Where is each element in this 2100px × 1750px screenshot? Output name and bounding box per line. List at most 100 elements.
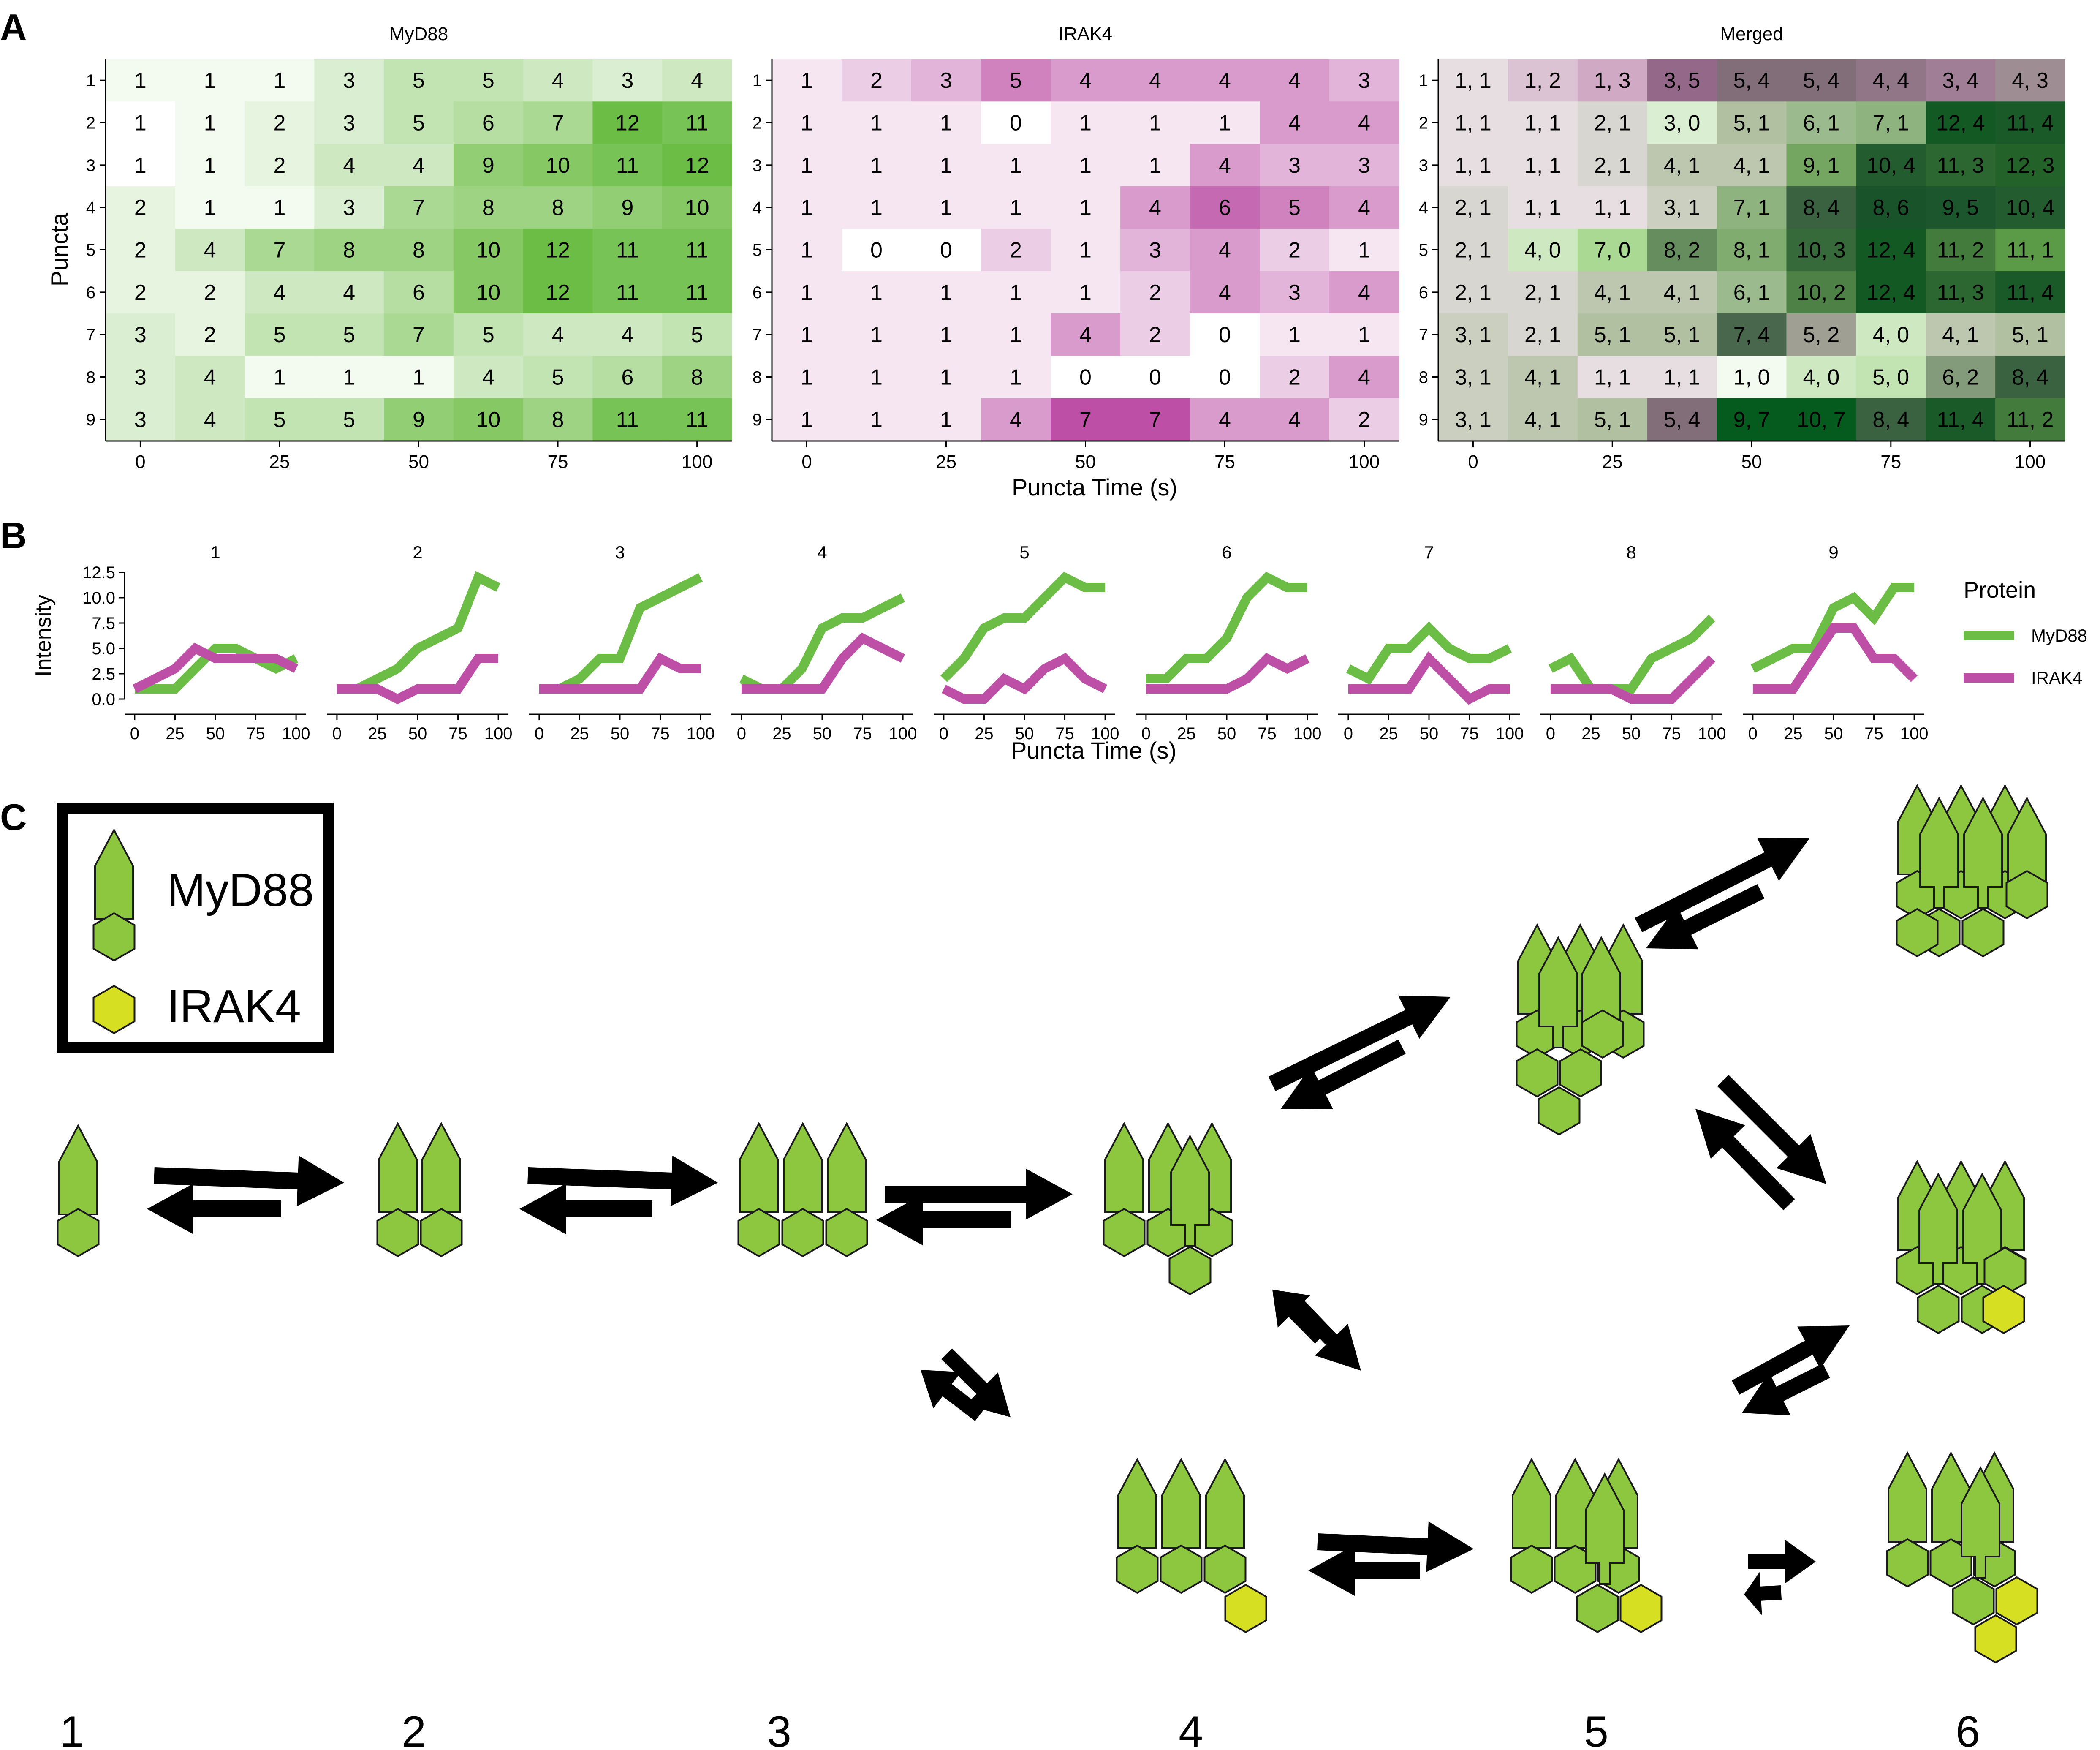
heatmap-cell-label: 8 xyxy=(691,365,703,390)
heatmap-cell xyxy=(314,271,384,314)
heatmap-cell-label: 4 xyxy=(482,365,494,390)
heatmap-cell xyxy=(662,398,732,441)
heatmap-cell-label: 5 xyxy=(273,408,285,432)
x-tick-label: 50 xyxy=(1217,724,1236,743)
heatmap-cell xyxy=(1926,398,1996,441)
heatmap-cell xyxy=(1190,313,1260,356)
heatmap-cell-label: 2, 1 xyxy=(1594,111,1631,136)
heatmap-cell xyxy=(1717,271,1787,314)
scheme-legend-label: MyD88 xyxy=(167,864,314,916)
heatmap-cell xyxy=(981,229,1051,272)
heatmap-cell xyxy=(175,271,245,314)
x-tick-label: 75 xyxy=(1864,724,1883,743)
heatmap-cell xyxy=(314,144,384,187)
heatmap-cell xyxy=(1438,101,1508,144)
myd88-tir-hexagon xyxy=(1160,1544,1203,1594)
heatmap-cell-label: 4 xyxy=(1358,111,1370,136)
heatmap-cell-label: 1 xyxy=(870,280,883,305)
heatmap-cell-label: 1 xyxy=(1079,238,1092,263)
heatmap-cell-label: 11, 2 xyxy=(1937,238,1984,263)
heatmap-cell xyxy=(592,101,663,144)
x-tick-label: 50 xyxy=(1420,724,1439,743)
heatmap-cell xyxy=(1995,229,2065,272)
reverse-arrow xyxy=(519,1184,652,1234)
x-tick-label: 75 xyxy=(1214,452,1235,472)
heatmap-cell xyxy=(1577,186,1648,229)
state-c5-top xyxy=(1516,923,1645,1136)
heatmap-cell xyxy=(772,313,842,356)
myd88-tir-hexagon xyxy=(1961,908,2005,958)
heatmap-cell-label: 4 xyxy=(1079,68,1092,93)
equilibrium-arrows xyxy=(147,1155,344,1234)
series-line-myd88 xyxy=(1548,615,1715,694)
reverse-arrow xyxy=(1742,1364,1830,1415)
irak4-hexagon xyxy=(1619,1584,1663,1633)
y-tick-label: 6 xyxy=(1419,283,1428,302)
reverse-arrow xyxy=(1695,1109,1795,1211)
y-tick-label: 0.0 xyxy=(92,690,115,709)
x-tick-label: 0 xyxy=(332,724,342,743)
heatmap-cell xyxy=(1329,59,1399,102)
heatmap-cell-label: 2, 1 xyxy=(1594,153,1631,178)
x-tick-label: 75 xyxy=(651,724,670,743)
heatmap-cell-label: 1 xyxy=(801,365,813,390)
x-tick-label: 25 xyxy=(269,452,290,472)
heatmap-cell xyxy=(1647,356,1717,399)
heatmap-cell-label: 1, 3 xyxy=(1594,68,1631,93)
heatmap-cell xyxy=(106,313,176,356)
heatmap-cell xyxy=(1190,186,1260,229)
x-tick-label: 50 xyxy=(408,724,427,743)
heatmap-cell xyxy=(1647,101,1717,144)
heatmap-cell-label: 1 xyxy=(134,153,147,178)
heatmap-cell xyxy=(245,398,315,441)
line-y-axis: 0.0 2.5 5.0 7.5 10.0 12.5 xyxy=(82,563,125,709)
x-tick-label: 100 xyxy=(687,724,715,743)
heatmap-cell-label: 5 xyxy=(1288,196,1301,220)
heatmap-cell xyxy=(106,144,176,187)
heatmap-cell-label: 5 xyxy=(482,323,494,347)
heatmap-cell xyxy=(772,229,842,272)
myd88-tir-hexagon xyxy=(1576,1584,1619,1633)
heatmap-cell-label: 4, 0 xyxy=(1524,238,1561,263)
heatmap-cell xyxy=(1120,59,1190,102)
heatmap-cell-label: 7 xyxy=(273,238,285,263)
x-tick-label: 0 xyxy=(535,724,544,743)
forward-arrow xyxy=(154,1155,344,1206)
heatmap-cell-label: 12 xyxy=(615,111,640,136)
heatmap-cell-label: 9, 5 xyxy=(1942,196,1979,220)
heatmap-cell-label: 11 xyxy=(686,280,709,305)
heatmap-cell xyxy=(981,356,1051,399)
heatmap-cell xyxy=(1717,229,1787,272)
heatmap-cell xyxy=(523,271,593,314)
heatmap-cell-label: 4 xyxy=(1219,238,1231,263)
heatmap-cell-label: 4 xyxy=(1219,153,1231,178)
heatmap-cell xyxy=(1508,271,1578,314)
x-tick-label: 0 xyxy=(1748,724,1758,743)
heatmap-cell-label: 7 xyxy=(413,323,425,347)
heatmap-cell-label: 1 xyxy=(1010,280,1022,305)
heatmap-cell-label: 1 xyxy=(413,365,425,390)
heatmap-cell-label: 4 xyxy=(552,68,564,93)
heatmap-cell xyxy=(911,186,981,229)
myd88-tir-hexagon xyxy=(1168,1246,1212,1295)
heatmap-cell xyxy=(1577,313,1648,356)
heatmap-cell xyxy=(1786,59,1856,102)
heatmap-cell xyxy=(1856,229,1926,272)
facet-9: 9 0 25 50 75 100 xyxy=(1743,542,1928,743)
heatmap-cell xyxy=(842,398,912,441)
heatmap-cell-label: 9 xyxy=(621,196,633,220)
heatmap-cell xyxy=(842,271,912,314)
irak4-hexagon xyxy=(1982,1285,2025,1334)
heatmap-cell-label: 4 xyxy=(1010,408,1022,432)
heatmap-cell xyxy=(911,356,981,399)
panel-letter-c: C xyxy=(0,796,27,838)
heatmap-cell-label: 2 xyxy=(1010,238,1022,263)
heatmap-cell xyxy=(1995,186,2065,229)
heatmap-cell-label: 5 xyxy=(552,365,564,390)
heatmap-cell-label: 11 xyxy=(686,111,709,136)
heatmap-cell-label: 7 xyxy=(1079,408,1092,432)
myd88-death-domain xyxy=(1585,1472,1625,1585)
heatmap-cell xyxy=(175,101,245,144)
heatmap-cell xyxy=(1856,59,1926,102)
heatmap-cell xyxy=(1120,398,1190,441)
